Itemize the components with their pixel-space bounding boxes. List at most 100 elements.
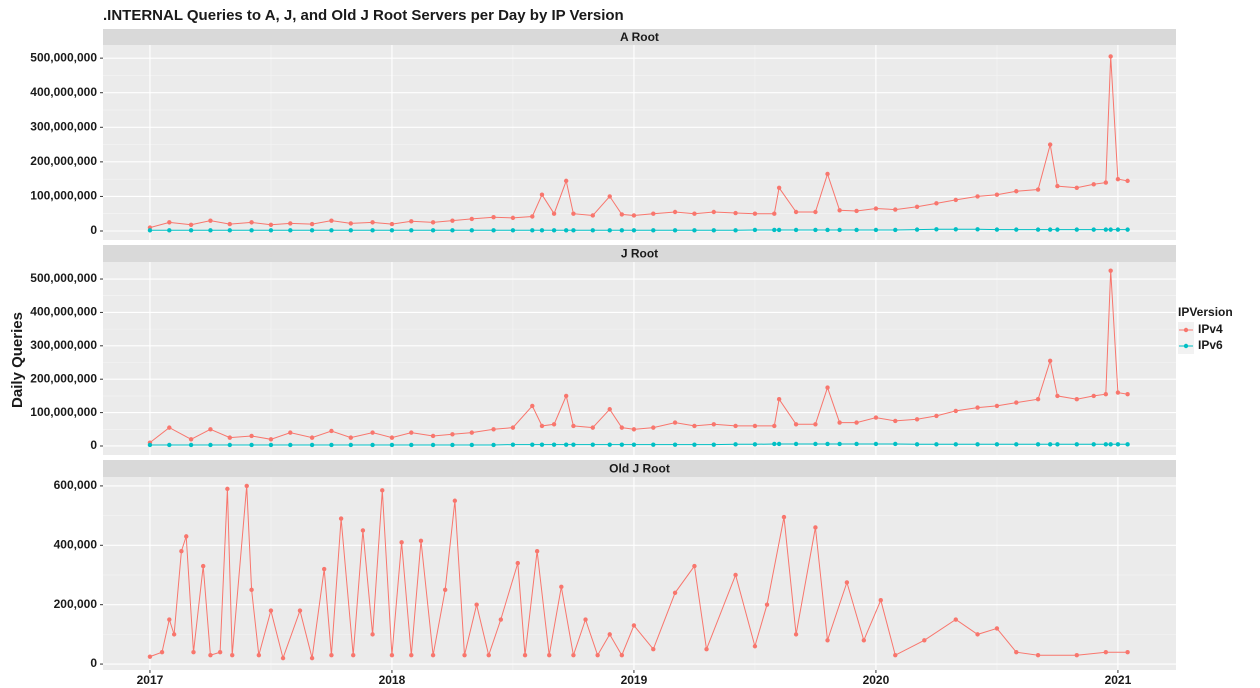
- data-point: [1103, 649, 1109, 655]
- y-tick-label: 100,000,000: [30, 189, 97, 203]
- data-point: [1103, 227, 1109, 232]
- data-point: [329, 652, 334, 658]
- data-point: [893, 207, 898, 212]
- data-point: [399, 540, 404, 545]
- data-point: [227, 435, 233, 440]
- data-point: [188, 437, 194, 442]
- data-point: [934, 227, 939, 232]
- data-point: [651, 425, 656, 430]
- data-point: [1091, 182, 1096, 187]
- data-point: [370, 430, 375, 435]
- data-point: [510, 215, 516, 221]
- data-point: [370, 442, 375, 448]
- data-point: [583, 617, 588, 622]
- data-point: [430, 220, 436, 225]
- data-point: [530, 442, 535, 447]
- data-point: [1035, 227, 1041, 232]
- data-point: [348, 228, 354, 233]
- legend-label: IPv4: [1198, 322, 1223, 336]
- data-point: [249, 433, 254, 439]
- data-point: [450, 442, 455, 448]
- data-point: [288, 228, 293, 233]
- data-point: [922, 638, 927, 643]
- data-point: [631, 442, 637, 447]
- data-point: [571, 228, 576, 233]
- data-point: [179, 549, 184, 554]
- series-line: [149, 485, 1128, 660]
- data-point: [450, 432, 455, 437]
- data-point: [539, 423, 545, 429]
- data-point: [167, 425, 172, 430]
- data-point: [1108, 442, 1113, 447]
- data-point: [776, 397, 782, 402]
- data-point: [389, 652, 395, 658]
- data-point: [309, 442, 315, 448]
- data-point: [491, 214, 496, 220]
- data-point: [607, 632, 612, 637]
- data-point: [651, 442, 656, 447]
- data-point: [167, 220, 172, 225]
- data-point: [370, 632, 375, 637]
- data-point: [571, 211, 576, 216]
- y-tick-label: 600,000: [54, 478, 98, 492]
- data-point: [430, 442, 436, 448]
- data-point: [994, 442, 1000, 447]
- data-point: [793, 227, 799, 233]
- data-point: [563, 442, 569, 447]
- data-point: [776, 441, 782, 447]
- data-point: [147, 442, 153, 448]
- data-point: [329, 228, 334, 233]
- data-point: [338, 516, 344, 521]
- data-point: [571, 442, 576, 447]
- data-point: [825, 441, 830, 447]
- data-point: [510, 425, 516, 430]
- data-point: [772, 211, 777, 216]
- data-point: [348, 435, 354, 440]
- y-tick-label: 500,000,000: [30, 50, 97, 64]
- data-point: [188, 222, 194, 227]
- data-point: [854, 441, 859, 447]
- data-point: [934, 413, 939, 419]
- data-point: [793, 632, 799, 637]
- data-point: [309, 435, 315, 440]
- data-point: [1074, 227, 1079, 232]
- data-point: [244, 483, 249, 489]
- x-tick-label: 2021: [1105, 673, 1132, 687]
- data-point: [813, 422, 818, 427]
- y-tick-label: 400,000: [54, 537, 98, 551]
- data-point: [409, 430, 414, 435]
- data-point: [776, 227, 782, 233]
- data-point: [1047, 358, 1053, 364]
- data-point: [590, 228, 595, 233]
- data-point: [1091, 442, 1096, 447]
- data-point: [953, 408, 958, 414]
- data-point: [772, 227, 777, 233]
- data-point: [208, 218, 213, 223]
- data-point: [861, 638, 867, 643]
- data-point: [672, 442, 678, 447]
- data-point: [268, 608, 274, 613]
- data-point: [1035, 187, 1041, 192]
- data-point: [837, 227, 842, 233]
- legend-dot: [1183, 343, 1189, 349]
- data-point: [551, 211, 557, 216]
- panel: [103, 262, 1176, 455]
- data-point: [1047, 442, 1053, 447]
- data-point: [893, 418, 898, 424]
- data-point: [752, 644, 758, 649]
- data-point: [159, 649, 165, 655]
- data-point: [249, 228, 254, 233]
- data-point: [733, 572, 738, 578]
- data-point: [772, 441, 777, 447]
- data-point: [953, 617, 958, 622]
- data-point: [914, 227, 920, 232]
- data-point: [914, 204, 920, 210]
- data-point: [837, 420, 842, 425]
- data-point: [692, 563, 697, 569]
- data-point: [651, 647, 656, 652]
- data-point: [530, 214, 535, 219]
- series-line: [149, 270, 1128, 443]
- data-point: [953, 227, 958, 232]
- data-point: [539, 442, 545, 447]
